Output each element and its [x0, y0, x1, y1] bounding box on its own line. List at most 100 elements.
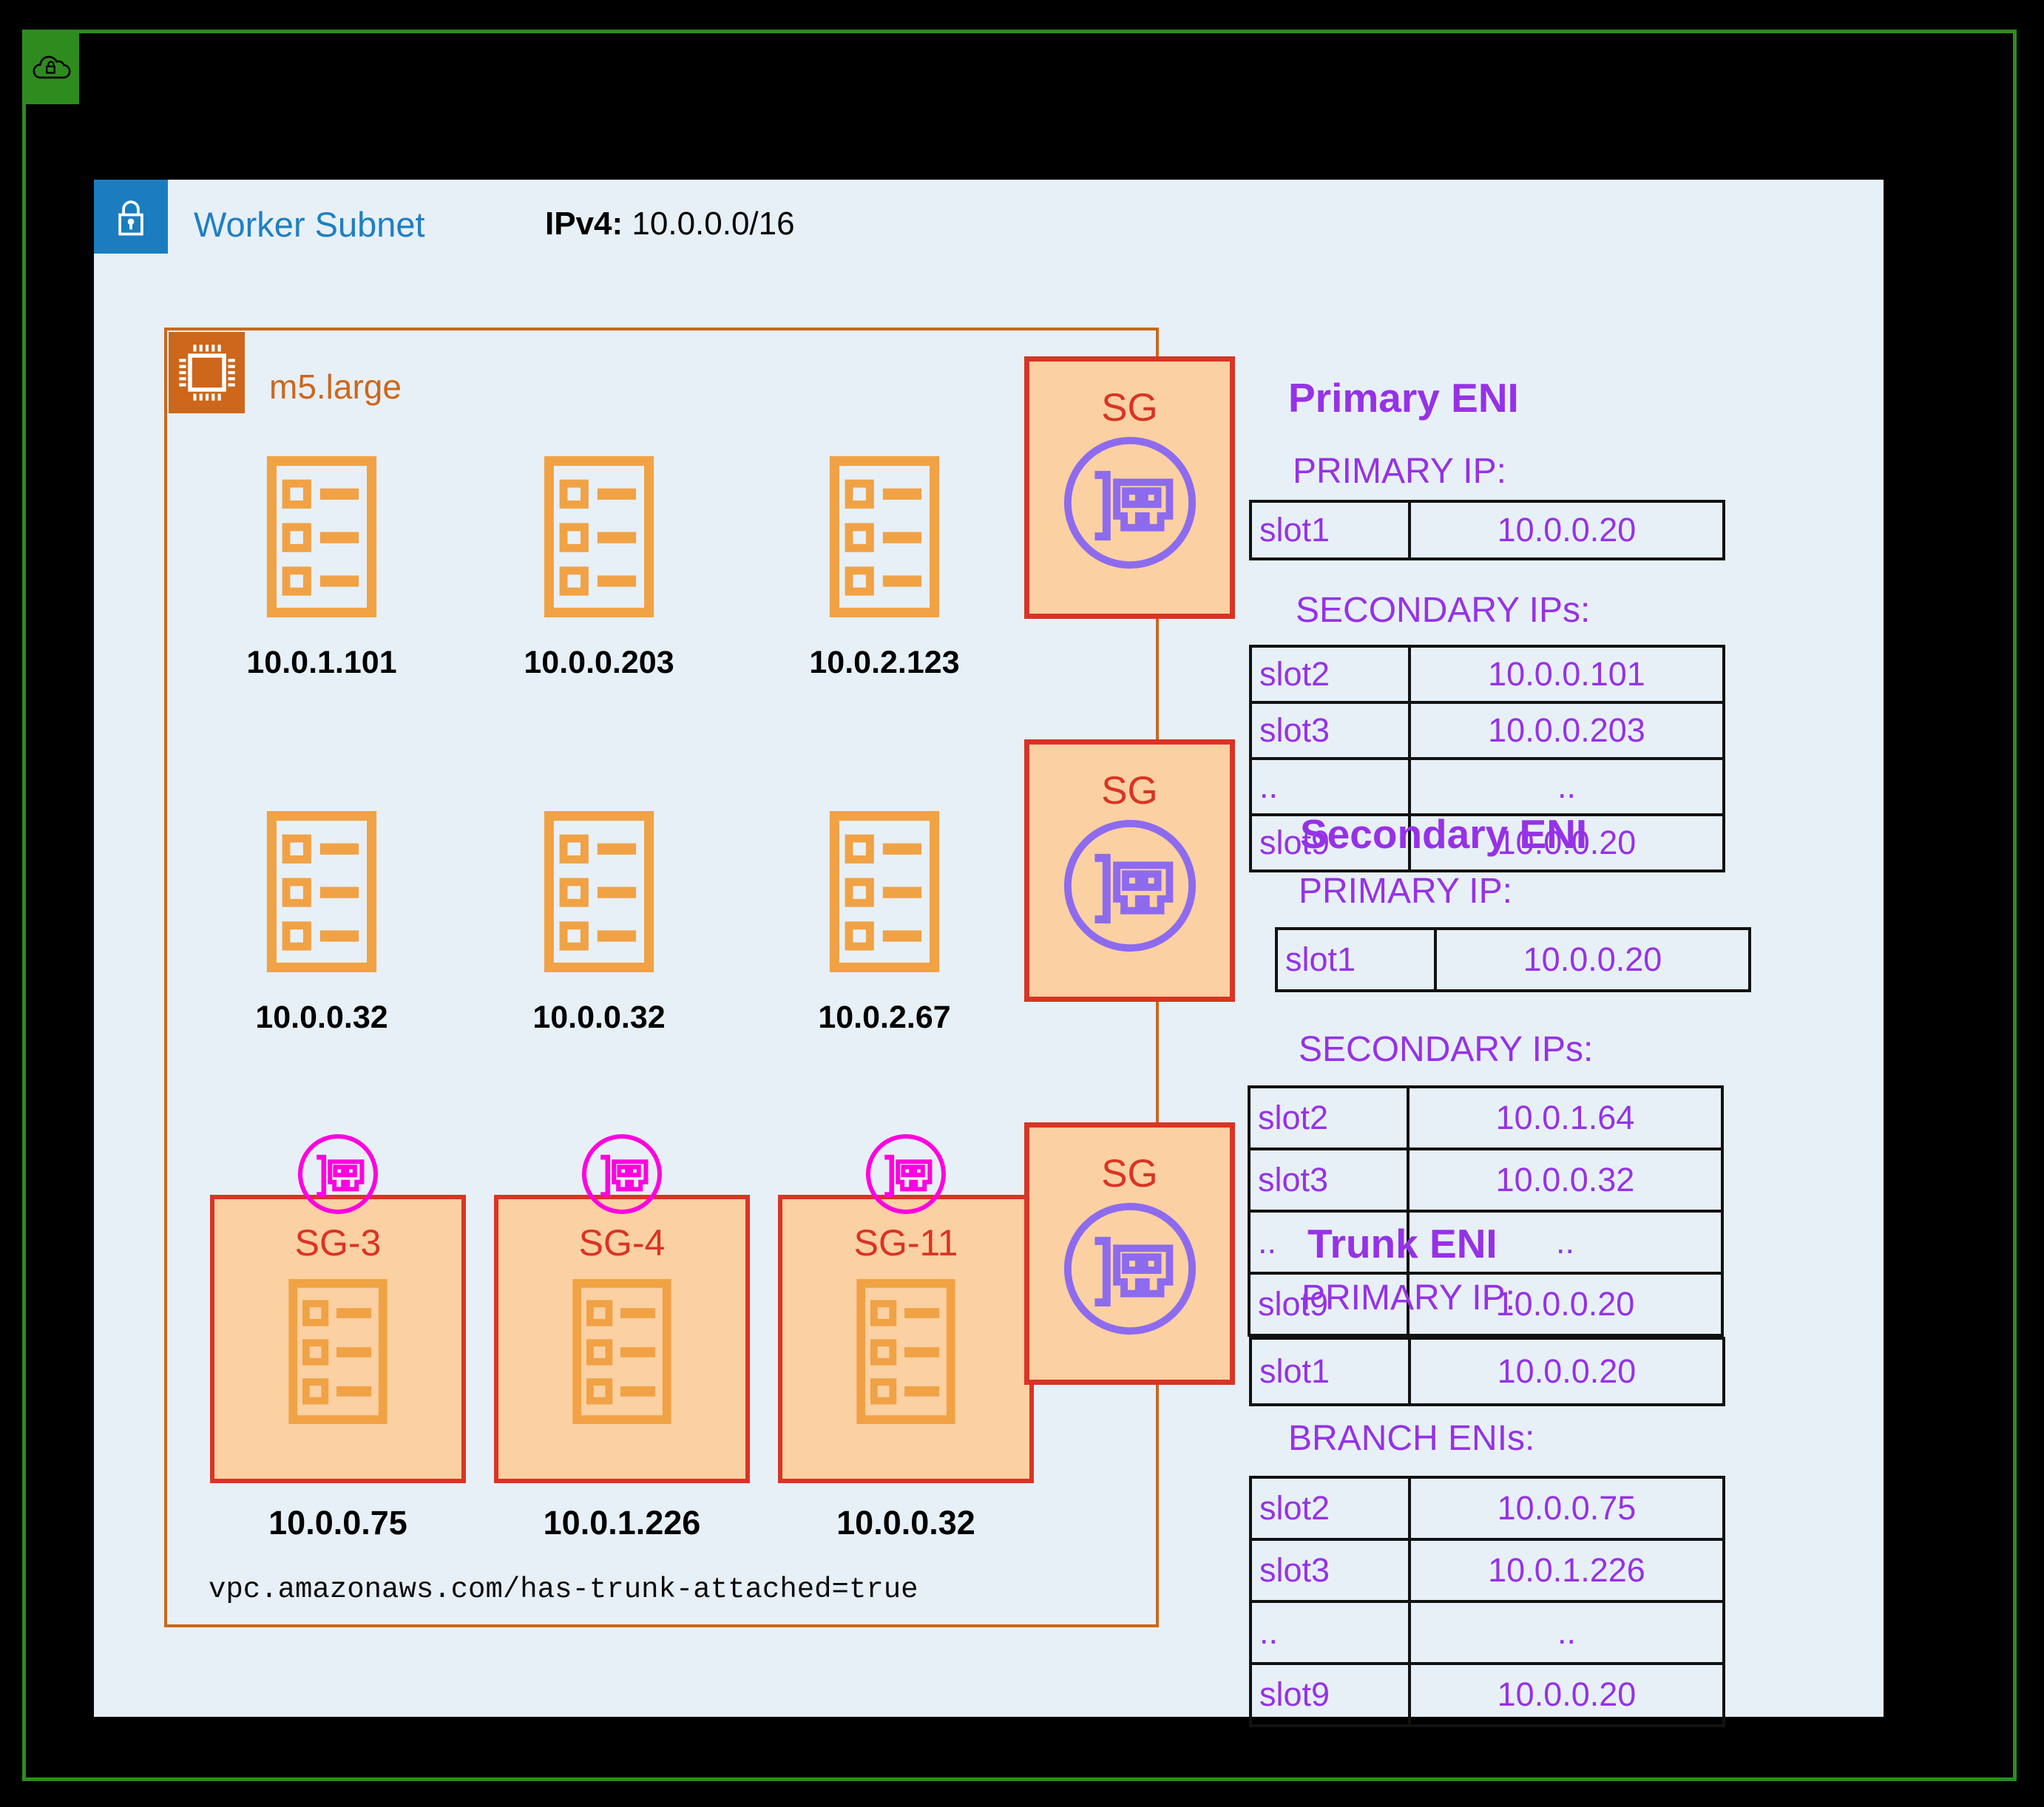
ip-table: slot2 10.0.0.75 slot3 10.0.1.226.... slot9 10… [1249, 1476, 1725, 1727]
pod-icon [538, 811, 660, 972]
sg-label: SG [1101, 386, 1158, 430]
ip-cell: 10.0.0.20 [1497, 824, 1637, 861]
network-card-icon [1057, 430, 1203, 576]
ip-cell: .. [1555, 1223, 1574, 1261]
eni-section-title: Secondary ENI [1300, 811, 1588, 857]
ip-cell: 10.0.0.20 [1495, 1285, 1635, 1323]
primary-ip-label: PRIMARY IP: [1302, 1278, 1515, 1318]
sg-box-secondary-eni: SG [1024, 739, 1235, 1002]
table-row: .... [1251, 1210, 1721, 1272]
table-row: slot2 10.0.0.75 [1252, 1479, 1722, 1538]
branch-sg-box: SG-11 [778, 1195, 1034, 1483]
network-card-icon [294, 1130, 382, 1218]
ip-cell: 10.0.1.64 [1495, 1099, 1635, 1136]
table-row: slot9 10.0.0.20 [1252, 1662, 1722, 1724]
pod-ip-label: 10.0.2.67 [818, 1000, 951, 1035]
ipv4-value: 10.0.0.0/16 [632, 206, 795, 242]
ip-cell: 10.0.1.226 [1488, 1551, 1645, 1589]
ip-cell: 10.0.0.203 [1488, 711, 1645, 749]
slot-cell: slot3 [1251, 1150, 1410, 1210]
table-row: slot9 10.0.0.20 [1252, 813, 1722, 869]
network-card-icon [1057, 1196, 1203, 1342]
cpu-chip-icon [173, 339, 241, 407]
branch-ip-label: 10.0.0.32 [836, 1504, 975, 1542]
pod-icon [538, 456, 660, 617]
ip-cell: 10.0.0.20 [1497, 511, 1637, 549]
slot-cell: slot1 [1278, 930, 1437, 989]
slot-cell: slot3 [1252, 1541, 1411, 1600]
eni-section-title: Primary ENI [1288, 375, 1519, 421]
pod-ip-label: 10.0.0.203 [524, 645, 674, 680]
pod-icon [853, 1279, 959, 1424]
primary-ip-label: PRIMARY IP: [1299, 872, 1512, 911]
ip-cell: 10.0.0.20 [1497, 1352, 1637, 1390]
ip-cell: 10.0.0.32 [1495, 1161, 1635, 1199]
table-row: slot1 10.0.0.20 [1278, 930, 1748, 989]
ip-table: slot1 10.0.0.20 [1249, 1337, 1725, 1406]
slot-cell: slot2 [1252, 648, 1411, 701]
ip-table: slot2 10.0.1.64 slot3 10.0.0.32.... slot9 10.… [1248, 1085, 1724, 1337]
instance-badge [169, 332, 245, 413]
slot-cell: .. [1252, 1603, 1411, 1662]
sg-label: SG [1101, 1152, 1158, 1196]
table-row: .... [1252, 757, 1722, 813]
cloud-lock-icon [30, 51, 72, 84]
pod-ip-label: 10.0.0.32 [255, 1000, 388, 1035]
slot-cell: slot1 [1252, 1340, 1411, 1403]
branch-ip-label: 10.0.1.226 [543, 1504, 701, 1542]
slot-cell: .. [1252, 760, 1411, 813]
table-row: slot1 10.0.0.20 [1252, 1340, 1722, 1403]
table-row: slot3 10.0.1.226 [1252, 1538, 1722, 1600]
pod-icon [569, 1279, 675, 1424]
table-row: slot2 10.0.1.64 [1251, 1088, 1721, 1147]
sg-name-label: SG-3 [294, 1222, 382, 1264]
instance-type-label: m5.large [269, 367, 402, 406]
slot-cell: slot2 [1252, 1479, 1411, 1538]
ip-cell: 10.0.0.20 [1497, 1675, 1637, 1713]
pod-icon [285, 1279, 391, 1424]
ip-table: slot1 10.0.0.20 [1275, 927, 1751, 992]
ipv4-label: IPv4: [545, 206, 623, 242]
table-row: slot2 10.0.0.101 [1252, 648, 1722, 701]
secondary-ips-label: SECONDARY IPs: [1296, 591, 1591, 630]
slot-cell: slot9 [1252, 1665, 1411, 1724]
slot-cell: slot9 [1252, 816, 1411, 869]
ip-table: slot1 10.0.0.20 [1249, 500, 1725, 560]
ip-cell: .. [1557, 1613, 1576, 1651]
slot-cell: slot9 [1251, 1275, 1410, 1334]
sg-name-label: SG-4 [578, 1222, 666, 1264]
pod-icon [261, 811, 382, 972]
branch-enis-label: BRANCH ENIs: [1288, 1419, 1535, 1458]
sg-label: SG [1101, 769, 1158, 813]
ip-cell: 10.0.0.101 [1488, 655, 1645, 693]
sg-box-trunk-eni: SG [1024, 1122, 1235, 1385]
eni-section-title: Trunk ENI [1307, 1221, 1498, 1267]
pod-ip-label: 10.0.2.123 [809, 645, 960, 680]
network-card-icon [862, 1130, 950, 1218]
slot-cell: slot3 [1252, 704, 1411, 757]
secondary-ips-label: SECONDARY IPs: [1299, 1030, 1594, 1069]
primary-ip-label: PRIMARY IP: [1293, 452, 1506, 491]
table-row: .... [1252, 1600, 1722, 1662]
subnet-cidr: IPv4: 10.0.0.0/16 [545, 206, 795, 243]
trunk-annotation: vpc.amazonaws.com/has-trunk-attached=tru… [209, 1573, 918, 1606]
sg-name-label: SG-11 [853, 1222, 958, 1264]
pod-icon [824, 456, 945, 617]
subnet-title: Worker Subnet [194, 205, 425, 244]
branch-sg-box: SG-3 [210, 1195, 466, 1483]
ip-table: slot2 10.0.0.101 slot3 10.0.0.203.... slot9 1… [1249, 645, 1725, 872]
table-row: slot3 10.0.0.203 [1252, 701, 1722, 757]
subnet-badge [94, 180, 168, 254]
pod-icon [261, 456, 382, 617]
slot-cell: .. [1251, 1213, 1410, 1272]
table-row: slot3 10.0.0.32 [1251, 1147, 1721, 1210]
branch-ip-label: 10.0.0.75 [268, 1504, 407, 1542]
slot-cell: slot1 [1252, 503, 1411, 557]
lock-icon [108, 192, 154, 241]
ip-cell: 10.0.0.75 [1497, 1489, 1637, 1527]
pod-icon [824, 811, 945, 972]
pod-ip-label: 10.0.1.101 [246, 645, 397, 680]
network-card-icon [1057, 813, 1203, 959]
network-card-icon [578, 1130, 666, 1218]
